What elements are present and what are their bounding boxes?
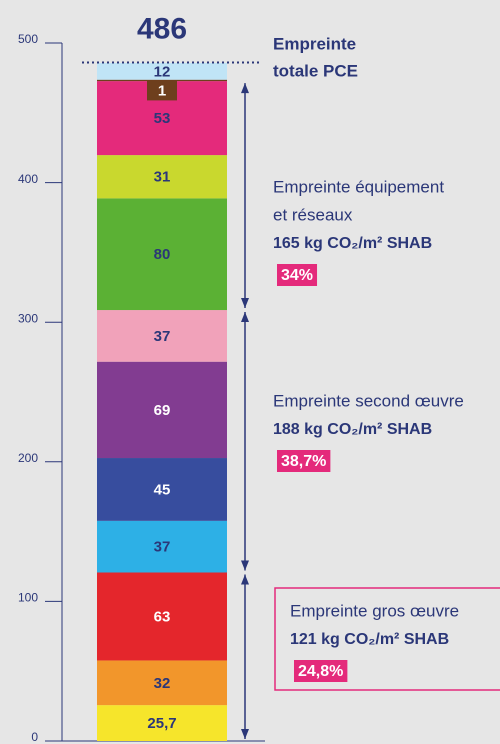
y-tick-label: 0 <box>31 730 38 744</box>
y-tick-label: 500 <box>18 32 38 46</box>
bar-segment <box>97 520 227 573</box>
value-label: 69 <box>154 402 171 419</box>
bar-segment <box>97 155 227 199</box>
y-tick-label: 300 <box>18 311 38 325</box>
value-label: 31 <box>154 169 171 186</box>
percent-box <box>277 264 318 286</box>
value-label: 25,7 <box>147 715 176 732</box>
y-tick-label: 400 <box>18 172 38 186</box>
arrowhead <box>241 83 249 94</box>
percent-label: 34% <box>281 267 313 284</box>
value-label: 53 <box>154 110 171 127</box>
total-annotation: Empreinte <box>273 34 356 53</box>
value-label: 12 <box>154 63 171 80</box>
arrowhead <box>241 574 249 585</box>
arrowhead <box>241 298 249 309</box>
percent-label: 24,8% <box>298 663 343 680</box>
highlight-box <box>274 587 500 691</box>
bar-segment <box>97 361 227 459</box>
group-text: 165 kg CO₂/m² SHAB <box>273 235 432 252</box>
bar-segment <box>97 310 227 362</box>
bar-segment <box>97 198 227 311</box>
value-label: 45 <box>154 481 171 498</box>
bar-segment <box>97 572 227 661</box>
value-label: 1 <box>158 82 166 99</box>
total-label: 486 <box>137 12 187 45</box>
percent-box <box>294 660 348 682</box>
y-tick-label: 100 <box>18 591 38 605</box>
arrowhead <box>241 729 249 739</box>
value-label: 37 <box>154 328 171 345</box>
value-label: 37 <box>154 539 171 556</box>
group-text: 121 kg CO₂/m² SHAB <box>290 631 449 648</box>
percent-box <box>277 450 331 472</box>
percent-label: 38,7% <box>281 453 326 470</box>
arrowhead <box>241 312 249 323</box>
group-text: et réseaux <box>273 205 353 224</box>
label-box <box>147 80 177 101</box>
bar-segment <box>97 79 227 82</box>
group-text: Empreinte gros œuvre <box>290 601 459 620</box>
arrowhead <box>241 560 249 571</box>
bar-segment <box>97 458 227 521</box>
bar-segment <box>97 705 227 741</box>
bar-segment <box>97 660 227 706</box>
value-label: 32 <box>154 675 171 692</box>
bar-segment <box>97 62 227 80</box>
group-text: 188 kg CO₂/m² SHAB <box>273 421 432 438</box>
y-tick-label: 200 <box>18 451 38 465</box>
value-label: 80 <box>154 246 171 263</box>
group-text: Empreinte équipement <box>273 177 444 196</box>
total-annotation: totale PCE <box>273 61 358 80</box>
value-label: 63 <box>154 608 171 625</box>
group-text: Empreinte second œuvre <box>273 391 464 410</box>
